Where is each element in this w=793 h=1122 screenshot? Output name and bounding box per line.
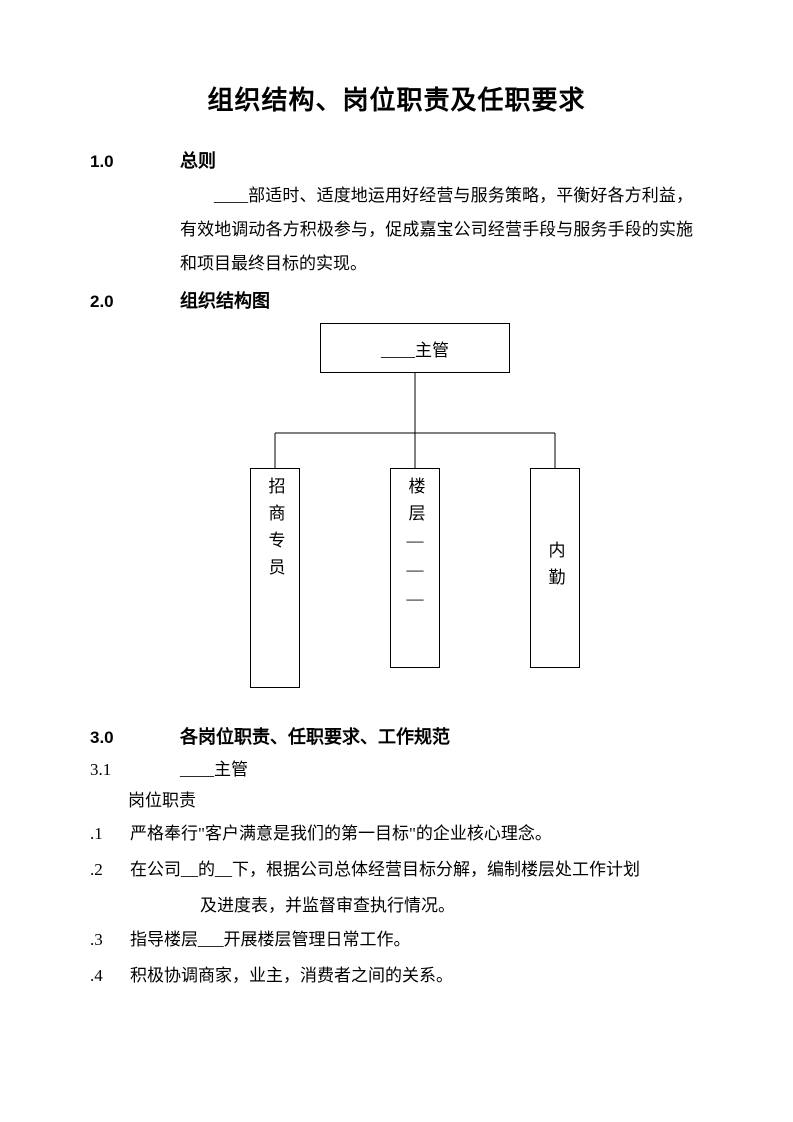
duty-item: .2 在公司__的__下，根据公司总体经营目标分解，编制楼层处工作计划 [90, 853, 703, 887]
section-num: 1.0 [90, 152, 180, 172]
section-1: 1.0 总则 [90, 147, 703, 173]
duty-text: 指导楼层___开展楼层管理日常工作。 [130, 923, 703, 957]
section-num: 2.0 [90, 292, 180, 312]
duty-num: .1 [90, 817, 130, 851]
duty-item: .1 严格奉行"客户满意是我们的第一目标"的企业核心理念。 [90, 817, 703, 851]
duty-label: 岗位职责 [128, 786, 703, 811]
duty-text: 在公司__的__下，根据公司总体经营目标分解，编制楼层处工作计划 [130, 853, 703, 887]
subsection-3-1: 3.1 ____主管 [90, 755, 703, 780]
duty-item: .3 指导楼层___开展楼层管理日常工作。 [90, 923, 703, 957]
org-node-floor: 楼层——— [390, 468, 440, 668]
duty-text: 严格奉行"客户满意是我们的第一目标"的企业核心理念。 [130, 817, 703, 851]
section-2: 2.0 组织结构图 [90, 287, 703, 313]
duty-continuation: 及进度表，并监督审查执行情况。 [200, 889, 703, 923]
org-node-recruit: 招商专员 [250, 468, 300, 688]
duty-num: .2 [90, 853, 130, 887]
section-num: 3.0 [90, 728, 180, 748]
paragraph: ____部适时、适度地运用好经营与服务策略，平衡好各方利益，有效地调动各方积极参… [180, 179, 693, 281]
section-heading: 组织结构图 [180, 287, 270, 313]
section-heading: 各岗位职责、任职要求、工作规范 [180, 723, 450, 749]
duty-item: .4 积极协调商家，业主，消费者之间的关系。 [90, 959, 703, 993]
section-3: 3.0 各岗位职责、任职要求、工作规范 [90, 723, 703, 749]
duty-text: 积极协调商家，业主，消费者之间的关系。 [130, 959, 703, 993]
section-heading: 总则 [180, 147, 216, 173]
page-title: 组织结构、岗位职责及任职要求 [90, 80, 703, 117]
subsection-text: ____主管 [180, 755, 248, 780]
org-chart: ____主管 招商专员 楼层——— 内勤 [90, 323, 703, 703]
subsection-num: 3.1 [90, 760, 180, 780]
org-node-supervisor: ____主管 [320, 323, 510, 373]
duty-num: .4 [90, 959, 130, 993]
duty-num: .3 [90, 923, 130, 957]
org-node-office: 内勤 [530, 468, 580, 668]
